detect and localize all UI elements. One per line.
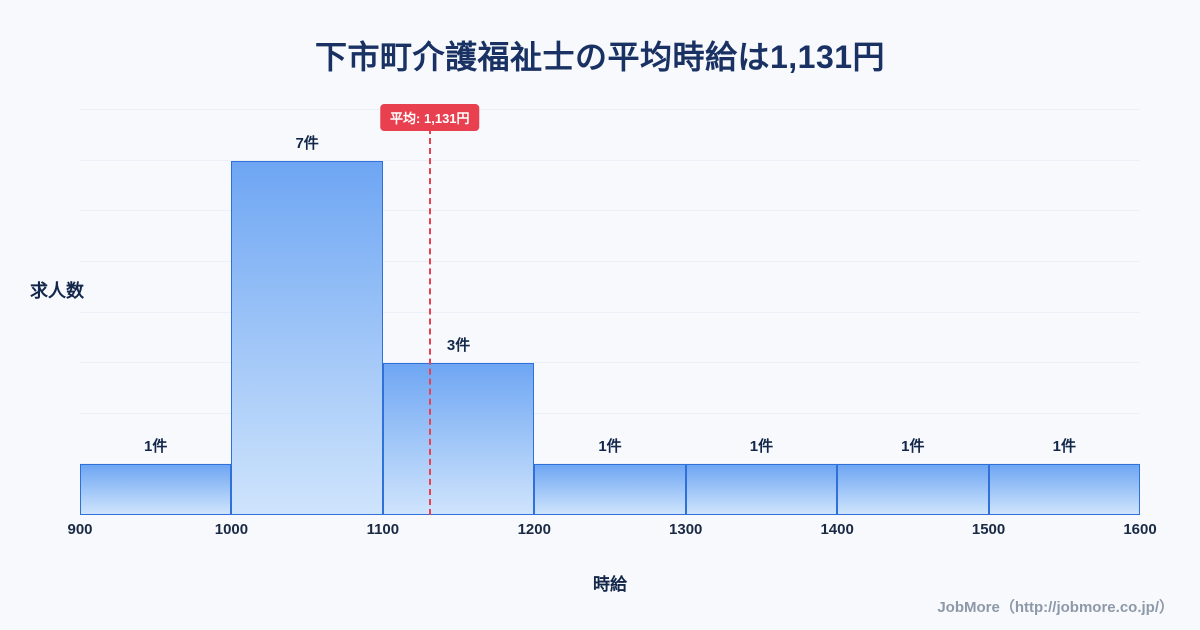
plot-area: 1件 7件 3件 1件 1件 1件 1件 900 1000 1100 1200 1300 1400 150… bbox=[67, 100, 1157, 538]
histogram-bar bbox=[80, 464, 232, 515]
gridline bbox=[80, 412, 1140, 414]
average-badge: 平均: 1,131円 bbox=[380, 104, 480, 131]
gridline bbox=[80, 159, 1140, 161]
gridline bbox=[80, 311, 1140, 313]
gridline bbox=[80, 463, 1140, 465]
bar-count-label: 3件 bbox=[446, 337, 471, 355]
footer-credit: JobMore（http://jobmore.co.jp/） bbox=[937, 599, 1174, 616]
x-axis-label: 時給 bbox=[593, 575, 627, 594]
histogram-bar bbox=[534, 464, 686, 515]
histogram-bar bbox=[837, 464, 989, 515]
y-axis-label: 求人数 bbox=[30, 281, 84, 301]
gridline bbox=[80, 260, 1140, 262]
x-tick-label: 1600 bbox=[1123, 521, 1157, 538]
x-tick-label: 1300 bbox=[669, 521, 703, 538]
bar-count-label: 1件 bbox=[901, 438, 925, 456]
bar-count-label: 1件 bbox=[749, 438, 774, 456]
histogram-bar bbox=[685, 464, 838, 515]
gridline bbox=[80, 109, 1140, 111]
x-tick-label: 900 bbox=[67, 521, 93, 538]
average-line bbox=[428, 128, 431, 515]
bar-count-label: 1件 bbox=[598, 438, 622, 456]
bar-count-label: 7件 bbox=[295, 134, 319, 152]
x-tick-label: 1000 bbox=[214, 521, 249, 538]
bar-count-label: 1件 bbox=[1052, 438, 1076, 456]
histogram-bar bbox=[988, 464, 1140, 515]
histogram-bar bbox=[382, 363, 535, 515]
gridline bbox=[80, 362, 1140, 364]
x-tick-label: 1100 bbox=[366, 521, 400, 538]
x-tick-label: 1200 bbox=[517, 521, 551, 538]
bar-count-label: 1件 bbox=[144, 438, 168, 456]
x-tick-label: 1500 bbox=[971, 521, 1006, 538]
histogram-bar bbox=[231, 160, 383, 515]
gridline bbox=[80, 210, 1140, 212]
x-tick-label: 1400 bbox=[820, 521, 854, 538]
chart-title: 下市町介護福祉士の平均時給は1,131円 bbox=[314, 39, 886, 75]
